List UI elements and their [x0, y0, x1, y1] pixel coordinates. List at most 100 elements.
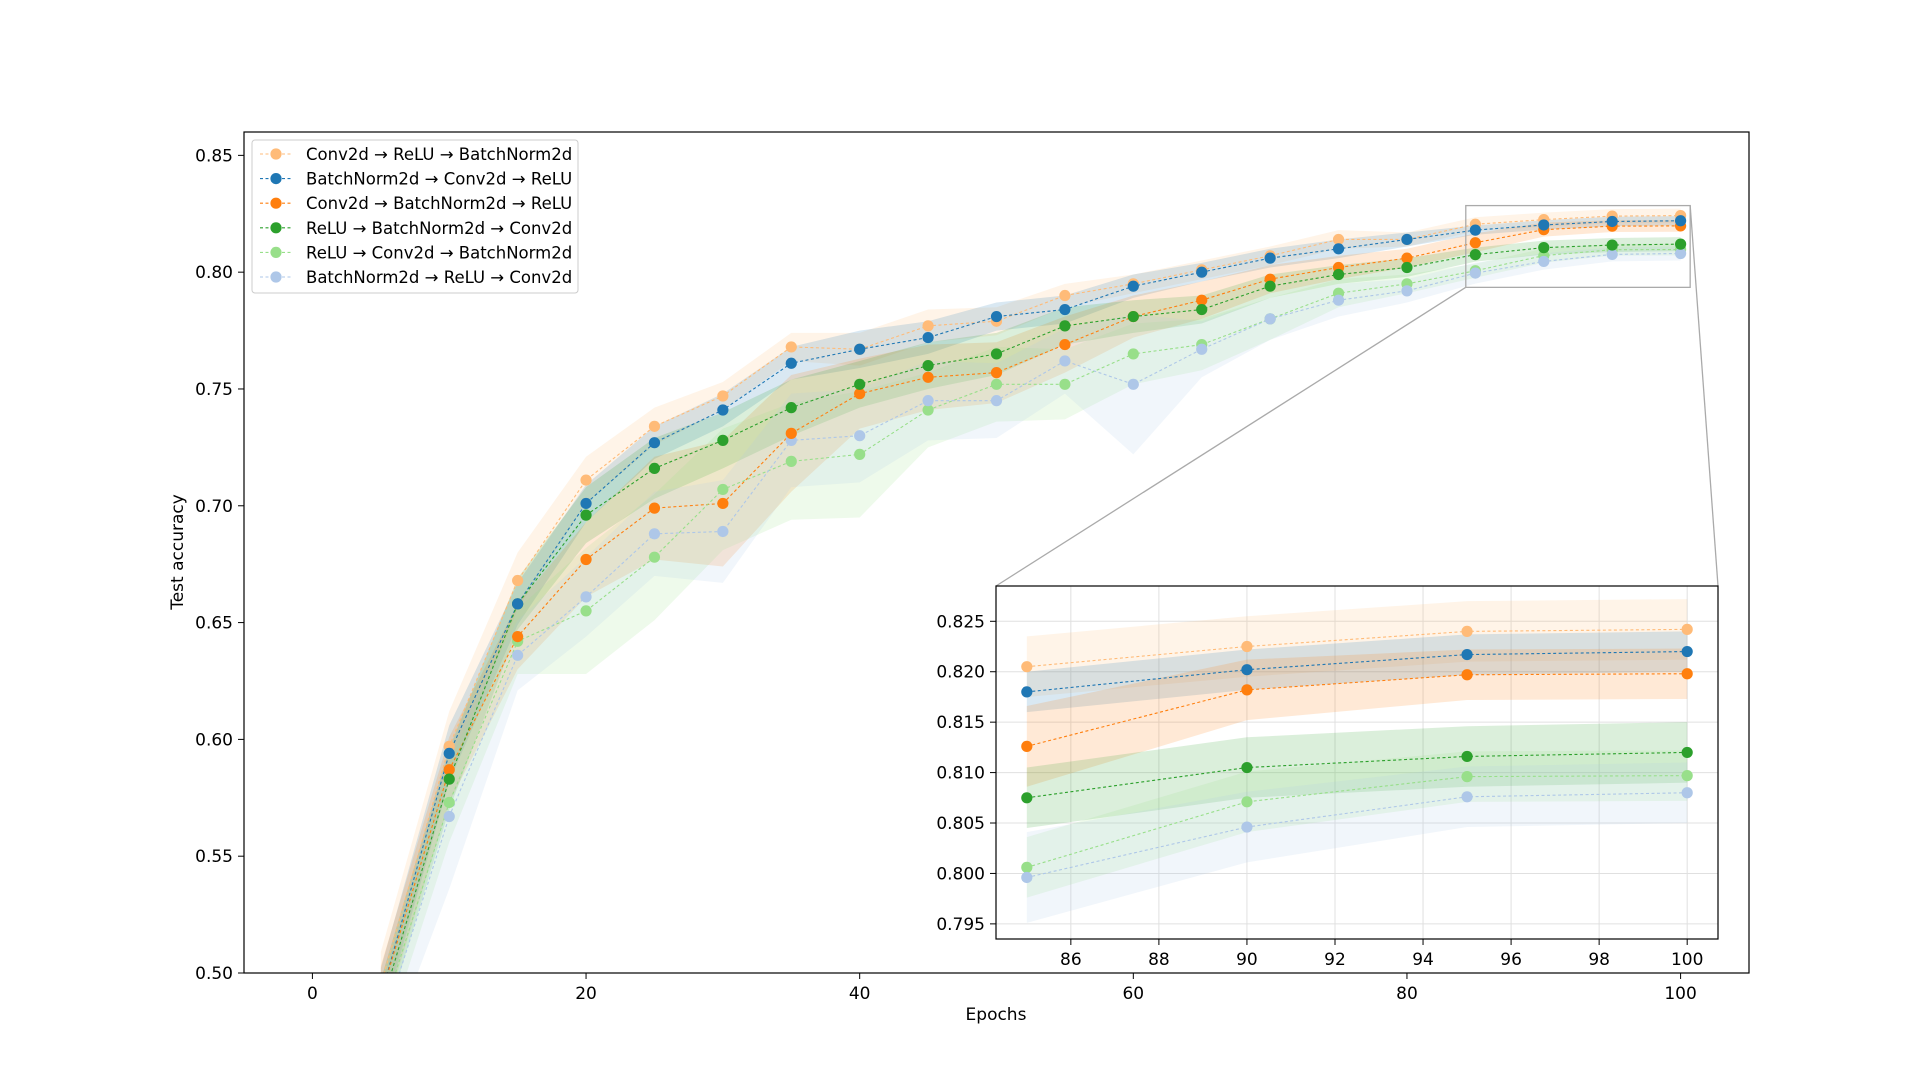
y-tick-label: 0.80 [195, 263, 233, 283]
inset-x-tick-label: 86 [1060, 950, 1082, 970]
point-batchnorm2d-relu-conv2d [648, 528, 661, 540]
point-relu-batchnorm2d-conv2d [1127, 310, 1139, 323]
point-relu-batchnorm2d-conv2d [1401, 261, 1413, 274]
inset-point-relu-conv2d-batchnorm2d [1461, 771, 1473, 783]
line-conv2d-relu-batchnorm2d [383, 215, 1681, 973]
band-relu-conv2d-batchnorm2d [385, 243, 1681, 973]
point-batchnorm2d-conv2d-relu [580, 497, 592, 510]
main-confidence-bands [380, 208, 1681, 973]
point-relu-batchnorm2d-conv2d [1469, 249, 1481, 261]
inset-x-tick-label: 88 [1148, 950, 1170, 970]
point-relu-batchnorm2d-conv2d [1538, 242, 1550, 254]
line-relu-batchnorm2d-conv2d [390, 243, 1681, 973]
line-batchnorm2d-conv2d-relu [386, 220, 1681, 973]
point-batchnorm2d-conv2d-relu [1059, 303, 1071, 316]
inset-x-tick-label: 98 [1588, 950, 1610, 970]
inset-x-tick-label: 94 [1412, 950, 1434, 970]
band-batchnorm2d-relu-conv2d [385, 246, 1681, 973]
point-relu-batchnorm2d-conv2d [1196, 303, 1208, 316]
band-conv2d-relu-batchnorm2d [380, 208, 1681, 973]
point-conv2d-relu-batchnorm2d [922, 320, 934, 332]
point-relu-batchnorm2d-conv2d [717, 434, 729, 446]
point-relu-conv2d-batchnorm2d [375, 1014, 386, 1025]
point-relu-conv2d-batchnorm2d [443, 796, 455, 809]
point-batchnorm2d-relu-conv2d [1127, 378, 1139, 390]
inset-x-tick-label: 100 [1671, 950, 1703, 970]
legend-entry: Conv2d → ReLU → BatchNorm2d [260, 145, 572, 164]
main-plot-frame [243, 131, 1750, 974]
point-relu-batchnorm2d-conv2d [1264, 280, 1276, 292]
inset-series-lines [1026, 628, 1688, 879]
point-batchnorm2d-relu-conv2d [717, 525, 729, 538]
inset-y-tick-label: 0.800 [936, 864, 985, 884]
point-batchnorm2d-conv2d-relu [1401, 233, 1413, 246]
point-batchnorm2d-conv2d-relu [1127, 280, 1139, 292]
point-batchnorm2d-relu-conv2d [854, 430, 866, 442]
legend-marker [270, 197, 282, 209]
inset-x-tick-label: 90 [1236, 950, 1258, 970]
point-batchnorm2d-conv2d-relu [1332, 243, 1345, 255]
point-relu-batchnorm2d-conv2d [375, 1002, 386, 1013]
y-axis-label: Test accuracy [168, 494, 188, 611]
point-relu-conv2d-batchnorm2d [785, 455, 797, 467]
legend-marker [270, 173, 282, 185]
inset-line-relu-batchnorm2d-conv2d [1026, 751, 1688, 799]
point-conv2d-batchnorm2d-relu [648, 502, 661, 514]
point-conv2d-batchnorm2d-relu [443, 764, 455, 776]
inset-point-batchnorm2d-conv2d-relu [1241, 664, 1253, 676]
inset-point-conv2d-relu-batchnorm2d [1681, 623, 1693, 635]
point-conv2d-batchnorm2d-relu [1469, 237, 1481, 249]
point-conv2d-relu-batchnorm2d [648, 420, 661, 432]
legend-marker [270, 222, 282, 234]
x-tick-label: 100 [1664, 984, 1696, 1004]
legend-entry: Conv2d → BatchNorm2d → ReLU [260, 194, 572, 213]
point-conv2d-relu-batchnorm2d [375, 979, 386, 990]
point-batchnorm2d-conv2d-relu [1469, 224, 1481, 236]
y-tick-label: 0.70 [195, 497, 233, 517]
inset-axes: 86 88 90 92 94 96 98 100 0.795 0.800 0.805 0.810 0.8… [936, 612, 1703, 970]
inset-band-conv2d-relu-batchnorm2d [1026, 599, 1688, 697]
inset-line-batchnorm2d-relu-conv2d [1026, 792, 1688, 879]
point-batchnorm2d-relu-conv2d [1538, 255, 1550, 268]
inset-point-batchnorm2d-relu-conv2d [1021, 871, 1033, 884]
point-conv2d-batchnorm2d-relu [1196, 294, 1208, 306]
point-batchnorm2d-relu-conv2d [580, 591, 592, 603]
inset-point-batchnorm2d-conv2d-relu [1461, 648, 1473, 661]
inset-line-batchnorm2d-conv2d-relu [1026, 651, 1688, 693]
zoom-connector-left [995, 286, 1467, 587]
inset-point-conv2d-batchnorm2d-relu [1681, 668, 1693, 680]
point-batchnorm2d-relu-conv2d [1196, 343, 1208, 355]
y-tick-label: 0.60 [195, 730, 233, 750]
point-batchnorm2d-conv2d-relu [990, 310, 1003, 323]
point-conv2d-batchnorm2d-relu [512, 631, 524, 643]
legend-marker [270, 246, 282, 258]
inset-y-tick-label: 0.810 [936, 764, 985, 784]
point-conv2d-batchnorm2d-relu [990, 367, 1003, 379]
point-batchnorm2d-relu-conv2d [1469, 267, 1481, 279]
point-relu-batchnorm2d-conv2d [443, 773, 455, 785]
point-batchnorm2d-relu-conv2d [922, 395, 934, 407]
point-batchnorm2d-relu-conv2d [1674, 247, 1687, 260]
point-relu-conv2d-batchnorm2d [580, 605, 592, 617]
point-batchnorm2d-relu-conv2d [1332, 294, 1345, 306]
legend-entry: ReLU → Conv2d → BatchNorm2d [260, 243, 572, 262]
inset-band-relu-conv2d-batchnorm2d [1026, 750, 1688, 898]
main-axes: 0 20 40 60 80 100 0.50 0.55 0.60 0.65 0.70 0.75 0.80… [195, 146, 1697, 1004]
inset-point-batchnorm2d-conv2d-relu [1681, 645, 1693, 658]
inset-point-conv2d-relu-batchnorm2d [1021, 661, 1033, 673]
legend-entry: ReLU → BatchNorm2d → Conv2d [260, 219, 572, 238]
inset-band-conv2d-batchnorm2d-relu [1026, 648, 1688, 787]
point-relu-batchnorm2d-conv2d [1332, 268, 1345, 281]
line-relu-conv2d-batchnorm2d [394, 248, 1681, 973]
point-conv2d-relu-batchnorm2d [580, 474, 592, 486]
legend-label: BatchNorm2d → ReLU → Conv2d [306, 268, 572, 287]
point-conv2d-relu-batchnorm2d [1059, 289, 1071, 302]
point-relu-conv2d-batchnorm2d [854, 448, 866, 460]
inset-point-relu-conv2d-batchnorm2d [1681, 770, 1693, 782]
inset-plot: 86 88 90 92 94 96 98 100 0.795 0.800 0.805 0.810 0.8… [936, 585, 1719, 970]
x-tick-label: 0 [307, 984, 318, 1004]
inset-point-relu-batchnorm2d-conv2d [1461, 750, 1473, 763]
inset-point-relu-conv2d-batchnorm2d [1021, 861, 1033, 873]
band-batchnorm2d-conv2d-relu [380, 216, 1681, 973]
